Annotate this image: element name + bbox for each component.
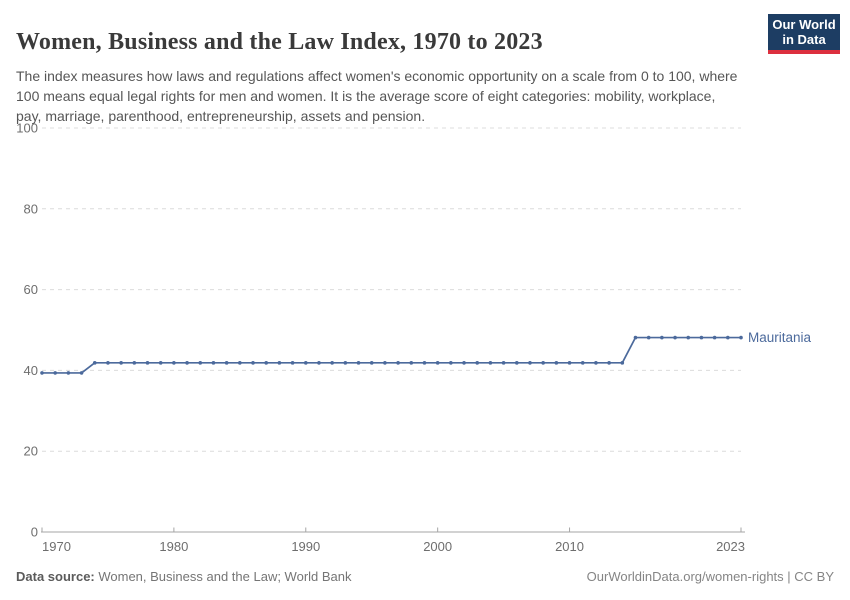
owid-logo-line1: Our World bbox=[772, 17, 836, 32]
data-point[interactable] bbox=[66, 371, 71, 375]
data-point[interactable] bbox=[554, 361, 559, 365]
data-point[interactable] bbox=[79, 371, 84, 375]
data-point[interactable] bbox=[330, 361, 334, 365]
data-point[interactable] bbox=[158, 361, 163, 365]
data-point[interactable] bbox=[620, 361, 625, 365]
data-point[interactable] bbox=[422, 361, 427, 365]
data-point[interactable] bbox=[132, 361, 137, 365]
y-tick-label: 0 bbox=[31, 525, 38, 540]
data-point[interactable] bbox=[699, 335, 704, 340]
data-point[interactable] bbox=[462, 361, 466, 365]
data-point[interactable] bbox=[224, 361, 229, 365]
data-point[interactable] bbox=[646, 335, 651, 340]
data-source-label: Data source: bbox=[16, 569, 95, 584]
data-point[interactable] bbox=[580, 361, 585, 365]
data-point[interactable] bbox=[488, 361, 493, 365]
chart-title: Women, Business and the Law Index, 1970 … bbox=[16, 29, 543, 56]
data-point[interactable] bbox=[435, 361, 440, 365]
x-tick-label: 2023 bbox=[716, 539, 745, 554]
x-tick-label: 1990 bbox=[291, 539, 320, 554]
data-source: Data source: Women, Business and the Law… bbox=[16, 569, 352, 584]
y-tick-label: 60 bbox=[24, 282, 38, 297]
data-point[interactable] bbox=[211, 361, 216, 365]
owid-logo[interactable]: Our World in Data bbox=[768, 14, 840, 54]
data-point[interactable] bbox=[673, 335, 677, 340]
data-point[interactable] bbox=[528, 361, 532, 365]
owid-logo-line2: in Data bbox=[782, 32, 826, 47]
data-point[interactable] bbox=[238, 361, 242, 365]
data-point[interactable] bbox=[594, 361, 598, 365]
data-point[interactable] bbox=[40, 371, 44, 375]
chart-footer: Data source: Women, Business and the Law… bbox=[16, 569, 834, 584]
data-point[interactable] bbox=[290, 361, 295, 365]
y-tick-label: 40 bbox=[24, 363, 38, 378]
data-point[interactable] bbox=[501, 361, 506, 365]
data-point[interactable] bbox=[264, 361, 269, 365]
data-point[interactable] bbox=[106, 361, 110, 365]
data-point[interactable] bbox=[317, 361, 321, 365]
data-source-value: Women, Business and the Law; World Bank bbox=[94, 569, 352, 584]
x-tick-label: 2010 bbox=[555, 539, 584, 554]
data-point[interactable] bbox=[409, 361, 414, 365]
data-point[interactable] bbox=[475, 361, 480, 365]
data-point[interactable] bbox=[383, 361, 387, 365]
data-point[interactable] bbox=[541, 361, 545, 365]
data-point[interactable] bbox=[449, 361, 453, 365]
y-tick-label: 100 bbox=[16, 121, 38, 136]
series-end-label-mauritania[interactable]: Mauritania bbox=[748, 330, 812, 345]
data-point[interactable] bbox=[369, 361, 374, 365]
data-point[interactable] bbox=[251, 361, 255, 365]
data-point[interactable] bbox=[514, 361, 519, 365]
data-point[interactable] bbox=[92, 361, 97, 365]
data-point[interactable] bbox=[607, 361, 611, 365]
y-tick-label: 80 bbox=[24, 201, 38, 216]
chart-subtitle: The index measures how laws and regulati… bbox=[16, 68, 738, 124]
data-point[interactable] bbox=[119, 361, 123, 365]
data-point[interactable] bbox=[172, 361, 176, 365]
data-point[interactable] bbox=[356, 361, 361, 365]
data-point[interactable] bbox=[726, 335, 730, 340]
series-line-mauritania[interactable] bbox=[42, 336, 741, 374]
data-point[interactable] bbox=[396, 361, 400, 365]
data-point[interactable] bbox=[739, 335, 743, 340]
data-point[interactable] bbox=[53, 371, 57, 375]
x-tick-label: 1970 bbox=[42, 539, 71, 554]
data-point[interactable] bbox=[185, 361, 189, 365]
data-point[interactable] bbox=[633, 335, 638, 340]
data-point[interactable] bbox=[303, 361, 308, 365]
data-point[interactable] bbox=[198, 361, 203, 365]
y-tick-label: 20 bbox=[24, 444, 38, 459]
data-point[interactable] bbox=[660, 335, 664, 340]
data-point[interactable] bbox=[567, 361, 572, 365]
credit-link[interactable]: OurWorldinData.org/women-rights | CC BY bbox=[586, 569, 834, 584]
data-point[interactable] bbox=[712, 335, 717, 340]
x-tick-label: 2000 bbox=[423, 539, 452, 554]
x-tick-label: 1980 bbox=[159, 539, 188, 554]
data-point[interactable] bbox=[686, 335, 691, 340]
data-point[interactable] bbox=[343, 361, 348, 365]
data-point[interactable] bbox=[145, 361, 150, 365]
data-point[interactable] bbox=[277, 361, 282, 365]
